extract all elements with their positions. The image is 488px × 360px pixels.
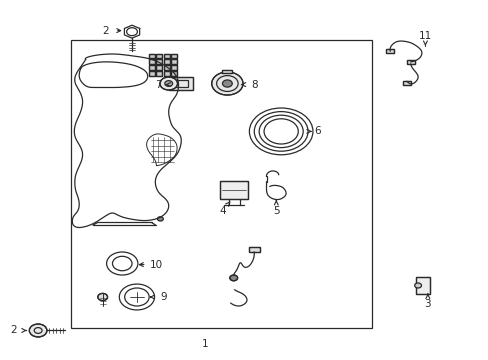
Bar xyxy=(406,60,414,64)
Bar xyxy=(149,54,155,58)
Bar xyxy=(171,65,177,70)
Circle shape xyxy=(98,293,107,301)
Bar xyxy=(163,71,169,76)
Bar xyxy=(171,71,177,76)
Bar xyxy=(149,65,155,70)
Bar xyxy=(222,70,232,73)
Circle shape xyxy=(229,275,237,281)
Bar xyxy=(163,65,169,70)
Circle shape xyxy=(160,77,177,90)
Bar xyxy=(149,71,155,76)
Bar xyxy=(402,81,410,85)
Bar xyxy=(149,54,155,58)
Bar xyxy=(71,40,371,328)
Bar xyxy=(171,54,177,58)
Bar xyxy=(163,59,169,64)
Bar xyxy=(249,247,260,252)
Bar xyxy=(156,71,162,76)
Circle shape xyxy=(157,217,163,221)
Bar xyxy=(386,49,393,53)
Bar xyxy=(163,54,169,58)
Text: 8: 8 xyxy=(250,80,257,90)
Bar xyxy=(249,247,260,252)
Bar xyxy=(156,54,162,58)
Text: 7: 7 xyxy=(154,80,161,90)
Bar xyxy=(156,59,162,64)
Bar xyxy=(156,65,162,70)
Bar xyxy=(406,60,414,64)
Bar xyxy=(149,59,155,64)
Text: 10: 10 xyxy=(150,260,163,270)
Bar xyxy=(163,65,169,70)
Circle shape xyxy=(29,324,47,337)
Bar xyxy=(222,70,232,73)
Bar xyxy=(156,59,162,64)
Bar xyxy=(171,59,177,64)
Circle shape xyxy=(414,283,421,288)
Text: 3: 3 xyxy=(424,299,430,309)
Bar xyxy=(402,81,410,85)
Bar xyxy=(171,71,177,76)
Bar xyxy=(220,181,248,199)
Bar xyxy=(149,59,155,64)
Circle shape xyxy=(222,80,232,87)
Bar xyxy=(171,65,177,70)
Bar xyxy=(163,59,169,64)
Bar xyxy=(149,71,155,76)
Bar xyxy=(220,181,248,199)
Bar xyxy=(156,65,162,70)
Bar xyxy=(168,77,193,90)
Text: 4: 4 xyxy=(219,206,225,216)
Text: 9: 9 xyxy=(160,292,167,302)
Text: 11: 11 xyxy=(418,31,431,41)
Circle shape xyxy=(164,81,172,86)
Bar xyxy=(171,54,177,58)
Bar xyxy=(415,277,429,294)
Text: 1: 1 xyxy=(202,339,208,349)
Bar xyxy=(163,71,169,76)
Bar xyxy=(156,71,162,76)
Bar xyxy=(168,77,193,90)
Bar xyxy=(171,59,177,64)
Circle shape xyxy=(211,72,243,95)
Bar xyxy=(173,80,188,87)
Text: 2: 2 xyxy=(102,26,108,36)
Text: 5: 5 xyxy=(272,206,279,216)
Bar xyxy=(149,65,155,70)
Text: 2: 2 xyxy=(10,325,17,336)
Bar xyxy=(386,49,393,53)
Bar xyxy=(415,277,429,294)
Bar xyxy=(163,54,169,58)
Bar xyxy=(156,54,162,58)
Text: 6: 6 xyxy=(314,126,321,136)
